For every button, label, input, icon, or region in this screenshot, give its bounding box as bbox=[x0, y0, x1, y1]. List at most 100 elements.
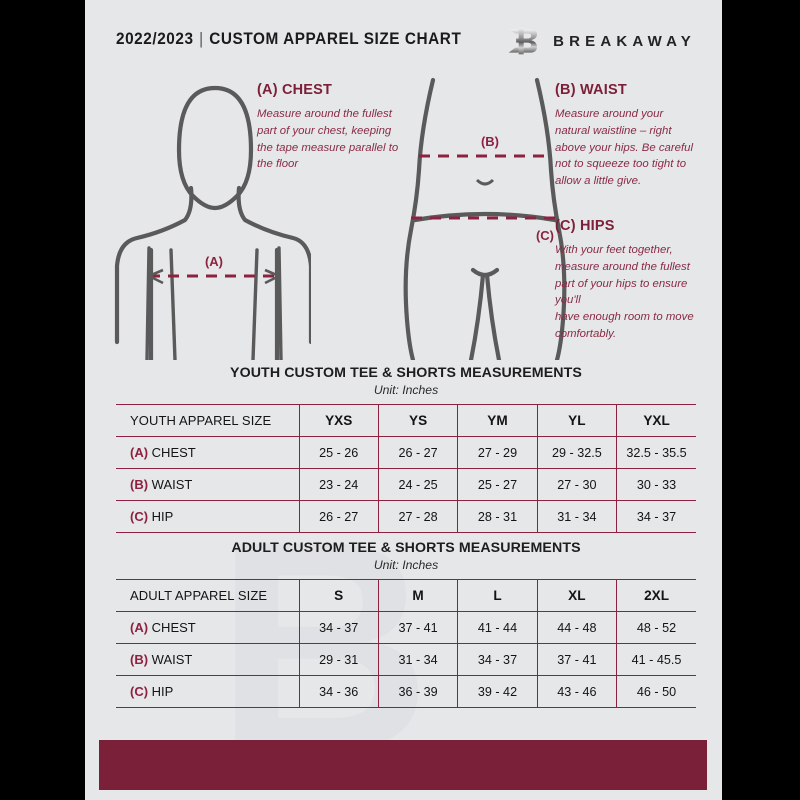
title-separator: | bbox=[199, 30, 204, 48]
youth-r1-c2: 25 - 27 bbox=[457, 468, 538, 501]
youth-r0-c0: 25 - 26 bbox=[298, 436, 379, 469]
adult-size-col-3: XL bbox=[536, 579, 617, 612]
callout-chest-heading: (A) CHEST bbox=[257, 82, 333, 98]
youth-section-title: YOUTH CUSTOM TEE & SHORTS MEASUREMENTS bbox=[230, 365, 582, 381]
adult-r0-c1: 37 - 41 bbox=[377, 611, 458, 644]
adult-r2-c1: 36 - 39 bbox=[377, 675, 458, 708]
youth-r1-c0: 23 - 24 bbox=[298, 468, 379, 501]
youth-size-col-1: YS bbox=[377, 404, 458, 437]
callout-hips-body: With your feet together, measure around … bbox=[555, 244, 694, 340]
adult-r0-c0: 34 - 37 bbox=[298, 611, 379, 644]
adult-section: ADULT CUSTOM TEE & SHORTS MEASUREMENTS U… bbox=[116, 540, 696, 708]
youth-table-header-row: YOUTH APPAREL SIZE YXS YS YM YL YXL bbox=[116, 404, 696, 437]
youth-row-1-tag: (B) bbox=[130, 477, 149, 492]
table-row: (C) HIP 34 - 36 36 - 39 39 - 42 43 - 46 … bbox=[116, 675, 696, 708]
youth-r2-c2: 28 - 31 bbox=[457, 500, 538, 533]
adult-size-table: ADULT APPAREL SIZE S M L XL 2XL (A) CHES… bbox=[116, 579, 696, 708]
youth-r0-c4: 32.5 - 35.5 bbox=[616, 436, 696, 469]
adult-size-col-4: 2XL bbox=[616, 579, 696, 612]
adult-row-0-label: (A) CHEST bbox=[116, 611, 299, 644]
brand-lockup: BREAKAWAY bbox=[505, 26, 696, 56]
youth-section: YOUTH CUSTOM TEE & SHORTS MEASUREMENTS U… bbox=[116, 365, 696, 533]
adult-section-unit: Unit: Inches bbox=[373, 558, 439, 572]
chest-marker-label: (A) bbox=[205, 254, 223, 269]
hips-illustration: (B) (C) bbox=[403, 77, 567, 360]
table-row: (A) CHEST 25 - 26 26 - 27 27 - 29 29 - 3… bbox=[116, 436, 696, 469]
youth-r0-c3: 29 - 32.5 bbox=[536, 436, 617, 469]
youth-row-0-name: CHEST bbox=[151, 445, 196, 460]
adult-row-2-name: HIP bbox=[151, 684, 174, 699]
page-title: 2022/2023 | CUSTOM APPAREL SIZE CHART bbox=[116, 30, 461, 49]
youth-size-table: YOUTH APPAREL SIZE YXS YS YM YL YXL (A) … bbox=[116, 404, 696, 533]
youth-row-0-tag: (A) bbox=[130, 445, 149, 460]
youth-size-col-3: YL bbox=[536, 404, 617, 437]
table-row: (B) WAIST 29 - 31 31 - 34 34 - 37 37 - 4… bbox=[116, 643, 696, 676]
adult-size-col-1: M bbox=[377, 579, 458, 612]
youth-row-2-tag: (C) bbox=[130, 509, 149, 524]
callout-waist-body: Measure around your natural waistline – … bbox=[555, 108, 694, 188]
callout-waist: (B) WAIST Measure around your natural wa… bbox=[555, 82, 697, 190]
waist-marker-label: (B) bbox=[481, 134, 499, 149]
callout-chest-body: Measure around the fullest part of your … bbox=[257, 108, 399, 171]
youth-r2-c4: 34 - 37 bbox=[616, 500, 696, 533]
youth-section-unit: Unit: Inches bbox=[373, 383, 439, 397]
adult-size-col-0: S bbox=[298, 579, 379, 612]
adult-row-1-tag: (B) bbox=[130, 652, 149, 667]
adult-r1-c1: 31 - 34 bbox=[377, 643, 458, 676]
adult-r0-c4: 48 - 52 bbox=[616, 611, 696, 644]
youth-size-col-4: YXL bbox=[616, 404, 696, 437]
youth-r1-c3: 27 - 30 bbox=[536, 468, 617, 501]
callout-hips-heading: (C) HIPS bbox=[555, 218, 615, 234]
youth-r2-c3: 31 - 34 bbox=[536, 500, 617, 533]
footer-bar bbox=[99, 740, 707, 790]
youth-r0-c1: 26 - 27 bbox=[377, 436, 458, 469]
brand-name: BREAKAWAY bbox=[553, 32, 696, 50]
youth-r1-c4: 30 - 33 bbox=[616, 468, 696, 501]
youth-size-header: YOUTH APPAREL SIZE bbox=[116, 404, 299, 437]
adult-row-1-name: WAIST bbox=[151, 652, 193, 667]
adult-r2-c4: 46 - 50 bbox=[616, 675, 696, 708]
table-row: (B) WAIST 23 - 24 24 - 25 25 - 27 27 - 3… bbox=[116, 468, 696, 501]
adult-r0-c2: 41 - 44 bbox=[457, 611, 538, 644]
adult-size-col-2: L bbox=[457, 579, 538, 612]
adult-row-2-tag: (C) bbox=[130, 684, 149, 699]
table-row: (C) HIP 26 - 27 27 - 28 28 - 31 31 - 34 … bbox=[116, 500, 696, 533]
youth-r2-c1: 27 - 28 bbox=[377, 500, 458, 533]
youth-row-0-label: (A) CHEST bbox=[116, 436, 299, 469]
adult-r2-c2: 39 - 42 bbox=[457, 675, 538, 708]
torso-illustration: (A) bbox=[114, 85, 311, 360]
page-header: 2022/2023 | CUSTOM APPAREL SIZE CHART BREA… bbox=[85, 0, 722, 70]
hips-marker-label: (C) bbox=[536, 228, 554, 243]
youth-row-2-label: (C) HIP bbox=[116, 500, 299, 533]
adult-r2-c0: 34 - 36 bbox=[298, 675, 379, 708]
title-text: CUSTOM APPAREL SIZE CHART bbox=[209, 30, 462, 48]
adult-r1-c3: 37 - 41 bbox=[536, 643, 617, 676]
adult-r1-c2: 34 - 37 bbox=[457, 643, 538, 676]
youth-row-1-label: (B) WAIST bbox=[116, 468, 299, 501]
adult-r1-c4: 41 - 45.5 bbox=[616, 643, 696, 676]
adult-table-header-row: ADULT APPAREL SIZE S M L XL 2XL bbox=[116, 579, 696, 612]
adult-row-0-tag: (A) bbox=[130, 620, 149, 635]
callout-chest: (A) CHEST Measure around the fullest par… bbox=[257, 82, 407, 173]
callout-hips: (C) HIPS With your feet together, measur… bbox=[555, 218, 697, 343]
callout-waist-heading: (B) WAIST bbox=[555, 82, 627, 98]
youth-r1-c1: 24 - 25 bbox=[377, 468, 458, 501]
breakaway-b-logo-icon bbox=[508, 27, 538, 55]
table-row: (A) CHEST 34 - 37 37 - 41 41 - 44 44 - 4… bbox=[116, 611, 696, 644]
adult-row-0-name: CHEST bbox=[151, 620, 196, 635]
adult-r0-c3: 44 - 48 bbox=[536, 611, 617, 644]
youth-row-2-name: HIP bbox=[151, 509, 174, 524]
adult-size-header: ADULT APPAREL SIZE bbox=[116, 579, 299, 612]
size-chart-page: B 2022/2023 | CUSTOM APPAREL SIZE CHART bbox=[85, 0, 722, 800]
youth-r0-c2: 27 - 29 bbox=[457, 436, 538, 469]
season-label: 2022/2023 bbox=[116, 30, 194, 48]
youth-size-col-0: YXS bbox=[298, 404, 379, 437]
youth-size-col-2: YM bbox=[457, 404, 538, 437]
measurement-illustrations: (A) (B) (C) bbox=[85, 70, 722, 360]
adult-r1-c0: 29 - 31 bbox=[298, 643, 379, 676]
adult-section-title: ADULT CUSTOM TEE & SHORTS MEASUREMENTS bbox=[231, 540, 581, 556]
youth-row-1-name: WAIST bbox=[151, 477, 193, 492]
youth-r2-c0: 26 - 27 bbox=[298, 500, 379, 533]
adult-row-2-label: (C) HIP bbox=[116, 675, 299, 708]
adult-r2-c3: 43 - 46 bbox=[536, 675, 617, 708]
